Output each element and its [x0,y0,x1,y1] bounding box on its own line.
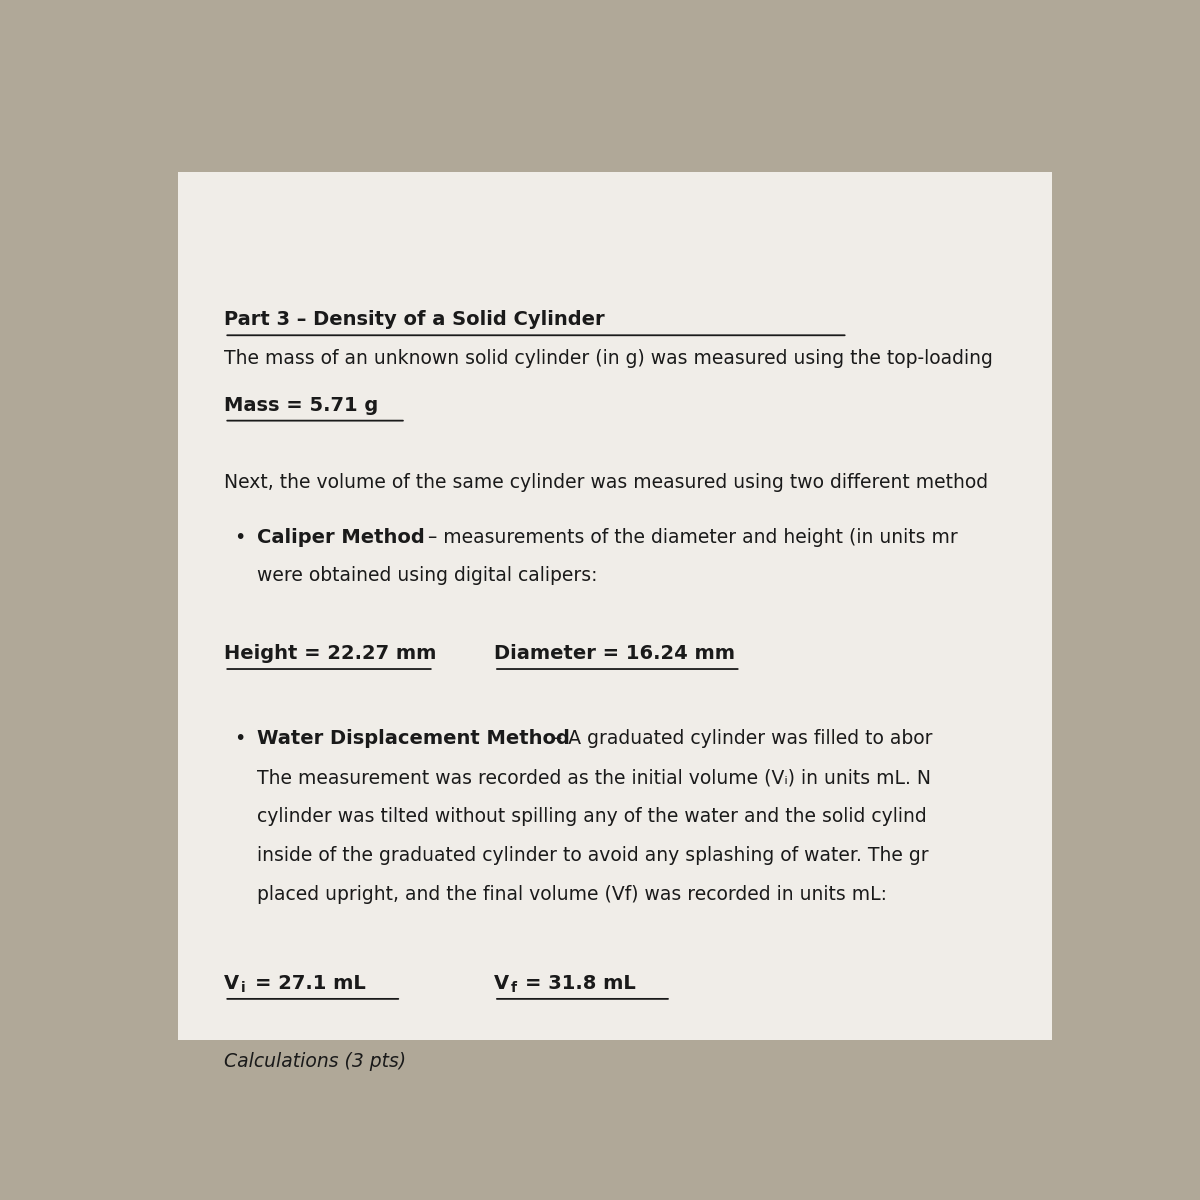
Text: = 31.8 mL: = 31.8 mL [524,974,636,992]
Text: cylinder was tilted without spilling any of the water and the solid cylind: cylinder was tilted without spilling any… [257,808,926,826]
Text: Diameter = 16.24 mm: Diameter = 16.24 mm [494,644,736,664]
Text: Caliper Method: Caliper Method [257,528,425,547]
Text: V: V [494,974,509,992]
Text: Calculations (3 pts): Calculations (3 pts) [224,1051,407,1070]
Text: = 27.1 mL: = 27.1 mL [256,974,366,992]
Text: placed upright, and the final volume (Vf) was recorded in units mL:: placed upright, and the final volume (Vf… [257,884,887,904]
Text: •: • [234,730,245,749]
Text: – A graduated cylinder was filled to abor: – A graduated cylinder was filled to abo… [547,730,932,749]
Text: The measurement was recorded as the initial volume (Vᵢ) in units mL. N: The measurement was recorded as the init… [257,768,931,787]
Text: inside of the graduated cylinder to avoid any splashing of water. The gr: inside of the graduated cylinder to avoi… [257,846,929,865]
Text: Mass = 5.71 g: Mass = 5.71 g [224,396,379,415]
FancyBboxPatch shape [178,172,1052,1040]
Text: Water Displacement Method: Water Displacement Method [257,730,570,749]
Text: i: i [241,982,246,995]
Text: were obtained using digital calipers:: were obtained using digital calipers: [257,566,598,586]
Text: The mass of an unknown solid cylinder (in g) was measured using the top-loading: The mass of an unknown solid cylinder (i… [224,349,994,368]
Text: Next, the volume of the same cylinder was measured using two different method: Next, the volume of the same cylinder wa… [224,473,989,492]
Text: – measurements of the diameter and height (in units mr: – measurements of the diameter and heigh… [422,528,959,547]
Text: f: f [511,982,517,995]
Text: Part 3 – Density of a Solid Cylinder: Part 3 – Density of a Solid Cylinder [224,311,605,329]
Text: Height = 22.27 mm: Height = 22.27 mm [224,644,437,664]
Text: V: V [224,974,240,992]
Text: •: • [234,528,245,547]
